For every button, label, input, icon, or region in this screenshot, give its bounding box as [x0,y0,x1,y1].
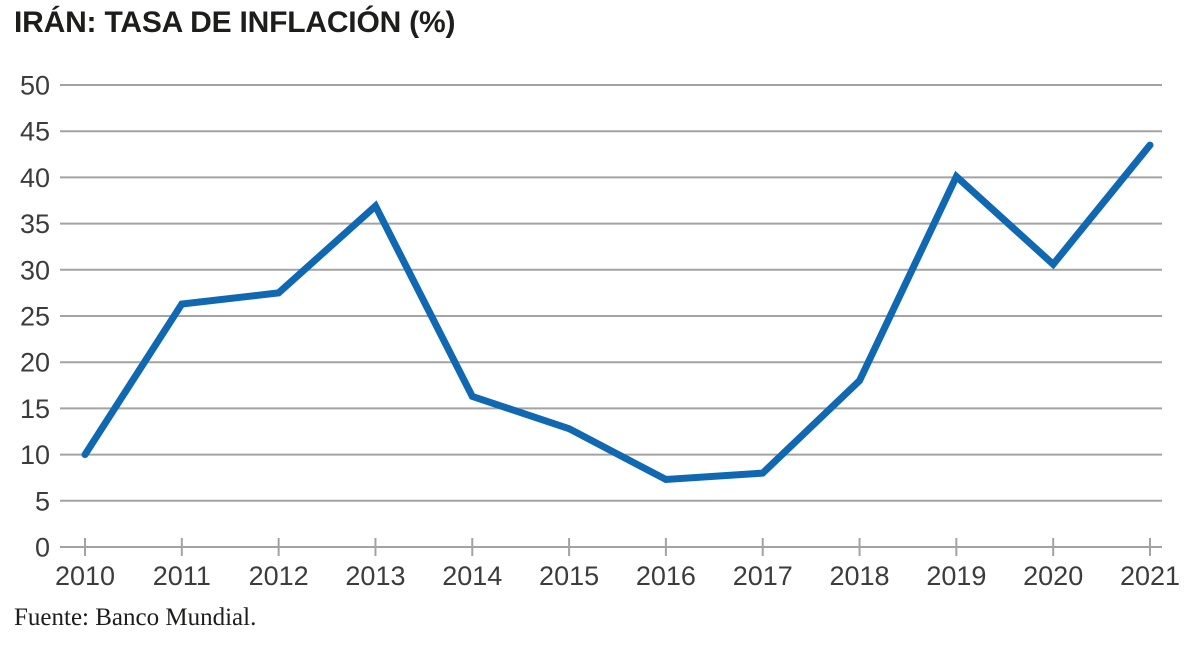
x-tick-label: 2020 [1023,561,1083,591]
x-tick-label: 2012 [249,561,309,591]
source-note: Fuente: Banco Mundial. [14,604,257,631]
y-tick-label: 25 [20,302,50,332]
y-tick-label: 50 [20,71,50,101]
y-tick-label: 5 [35,486,50,516]
y-tick-label: 45 [20,117,50,147]
y-tick-label: 30 [20,255,50,285]
y-tick-label: 0 [35,533,50,563]
x-tick-label: 2018 [830,561,890,591]
x-tick-label: 2019 [926,561,986,591]
y-tick-label: 40 [20,163,50,193]
y-tick-label: 35 [20,209,50,239]
x-tick-label: 2014 [442,561,502,591]
chart-title: IRÁN: TASA DE INFLACIÓN (%) [14,6,456,39]
y-tick-label: 15 [20,394,50,424]
x-tick-label: 2016 [636,561,696,591]
x-tick-label: 2011 [153,561,211,591]
x-tick-label: 2013 [345,561,405,591]
y-tick-label: 20 [20,348,50,378]
data-line-inflation [81,141,1154,484]
x-tick-label: 2010 [55,561,115,591]
x-tick-label: 2017 [733,561,793,591]
x-tick-label: 2015 [539,561,599,591]
x-tick-label: 2021 [1120,561,1180,591]
y-tick-label: 10 [20,440,50,470]
